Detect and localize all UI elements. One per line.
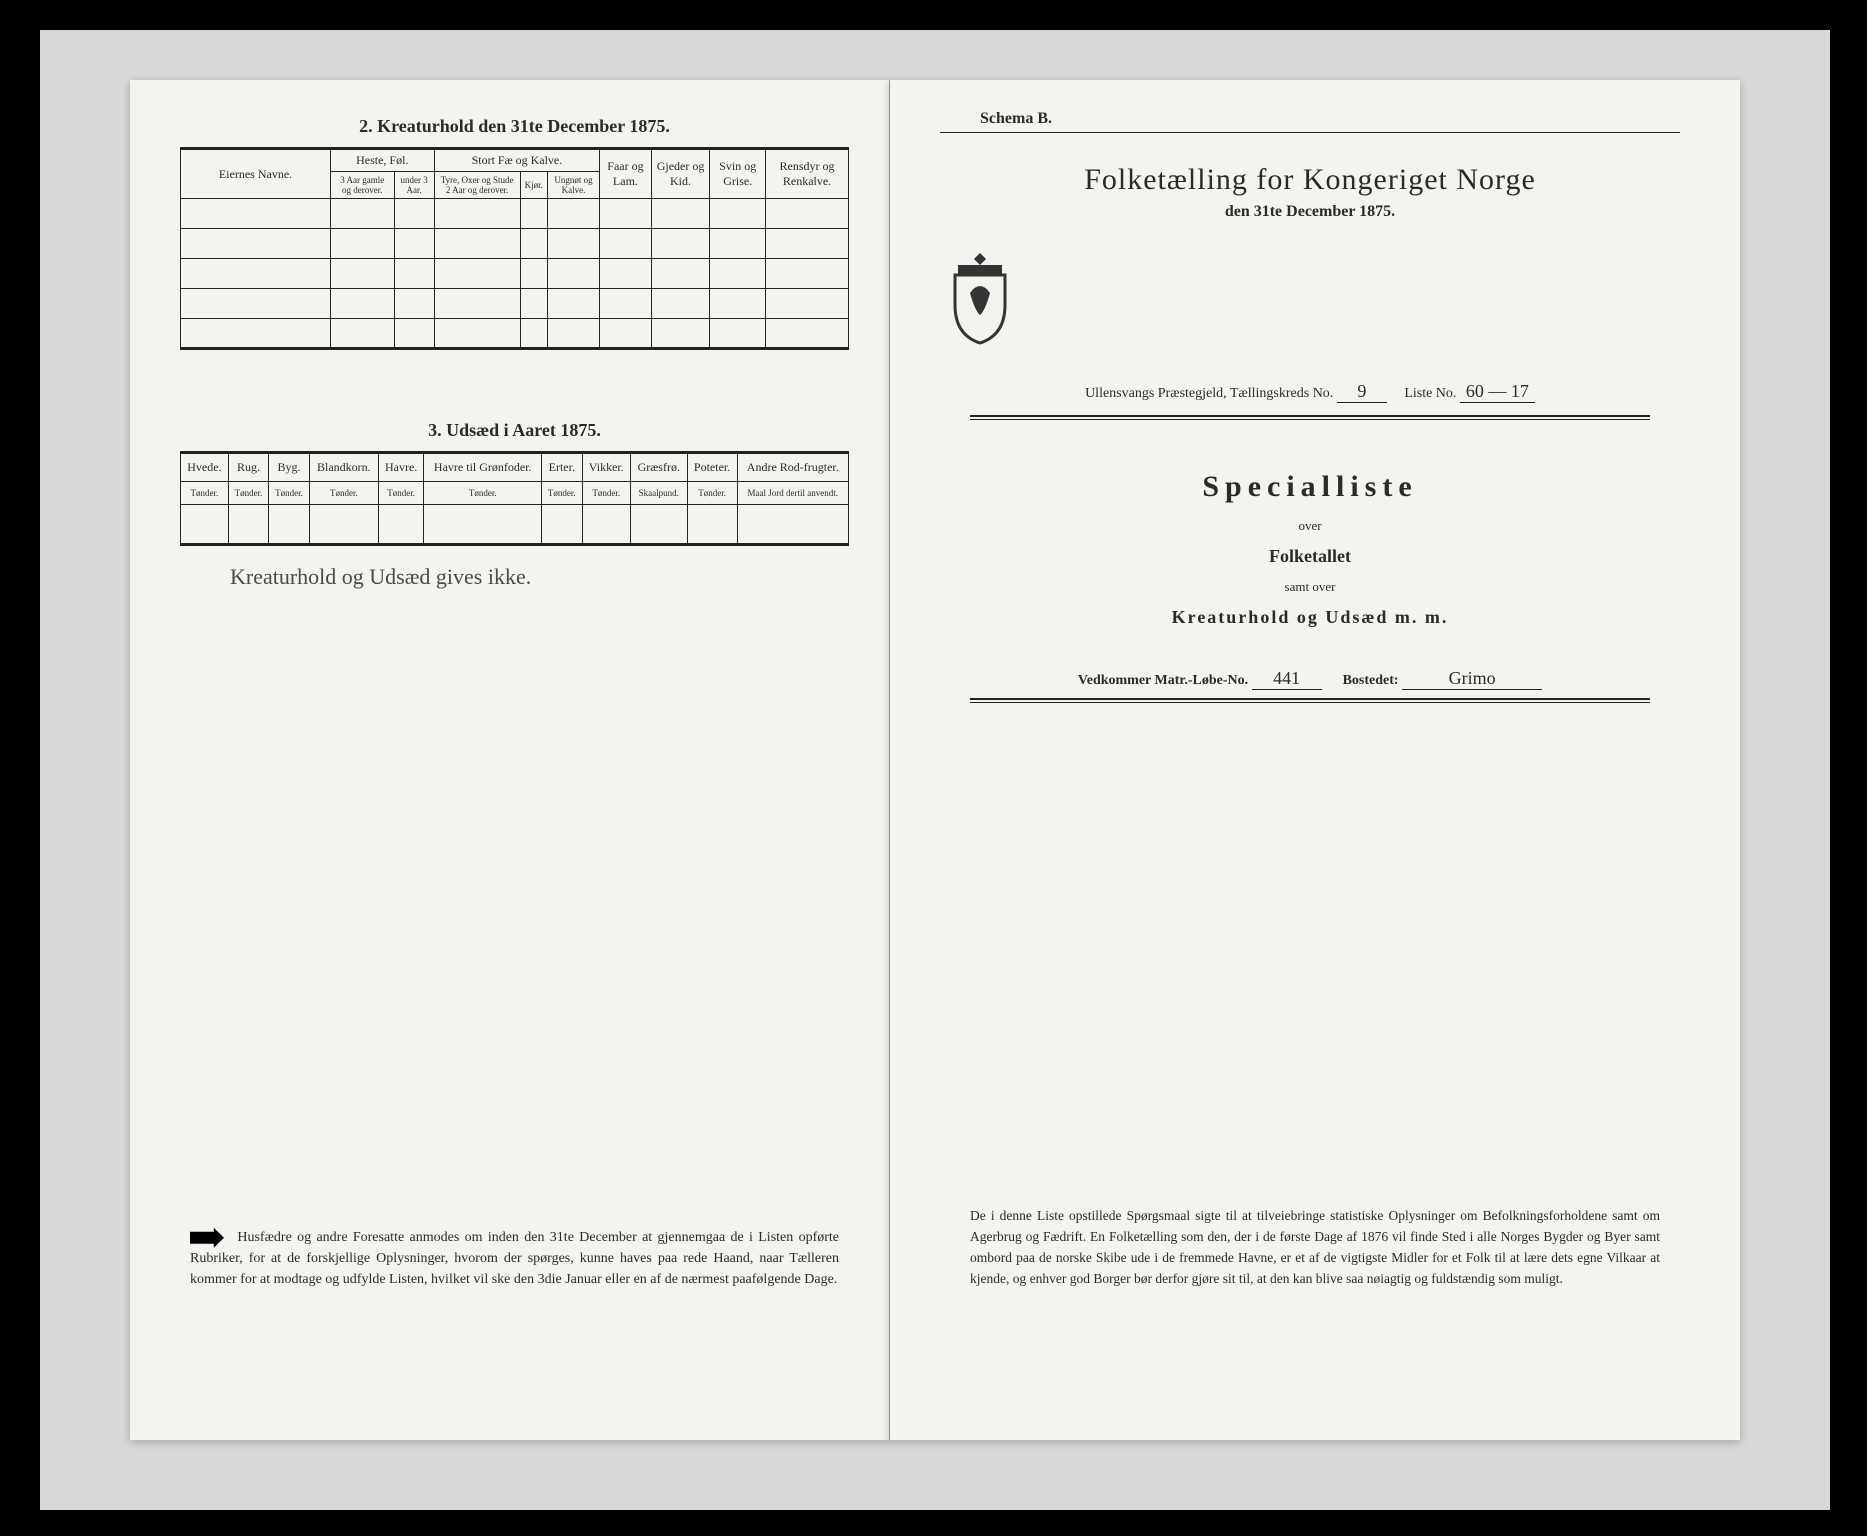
table-row <box>181 229 849 259</box>
table-row <box>181 199 849 229</box>
col-rug: Rug. <box>228 453 269 482</box>
liste-no: 60 — 17 <box>1460 381 1535 403</box>
col-havre: Havre. <box>378 453 424 482</box>
table-row <box>181 259 849 289</box>
over-label-1: over <box>940 518 1680 534</box>
col-eiernes-navne: Eiernes Navne. <box>181 149 331 199</box>
vedkommer-line: Vedkommer Matr.-Løbe-No. 441 Bostedet: G… <box>980 668 1640 694</box>
unit-blandkorn: Tønder. <box>309 482 378 505</box>
kreds-no: 9 <box>1337 381 1387 403</box>
district-prefix: Ullensvangs <box>1085 386 1154 401</box>
unit-poteter: Tønder. <box>687 482 737 505</box>
unit-havre: Tønder. <box>378 482 424 505</box>
pointing-hand-icon <box>190 1228 224 1248</box>
divider <box>970 702 1650 703</box>
table-row <box>181 505 849 545</box>
col-group-stort: Stort Fæ og Kalve. <box>434 149 600 172</box>
section2-title: 2. Kreaturhold den 31te December 1875. <box>180 116 849 137</box>
page-spread: 2. Kreaturhold den 31te December 1875. E… <box>130 80 1740 1460</box>
label-liste: Liste No. <box>1404 386 1456 401</box>
coat-of-arms-icon <box>940 251 1020 346</box>
col-vikker: Vikker. <box>582 453 630 482</box>
col-stort-a: Tyre, Oxer og Stude 2 Aar og derover. <box>434 172 520 199</box>
col-group-heste: Heste, Føl. <box>331 149 435 172</box>
schema-label: Schema B. <box>940 110 1680 133</box>
left-footer-text: Husfædre og andre Foresatte anmodes om i… <box>190 1230 839 1287</box>
table-row <box>181 319 849 349</box>
col-gjeder: Gjeder og Kid. <box>651 149 710 199</box>
unit-hvede: Tønder. <box>181 482 229 505</box>
census-date: den 31te December 1875. <box>940 203 1680 221</box>
unit-andre: Maal Jord dertil anvendt. <box>737 482 848 505</box>
samt-over-label: samt over <box>940 579 1680 595</box>
specialliste-heading: Specialliste <box>940 470 1680 504</box>
unit-gresfro: Skaalpund. <box>631 482 688 505</box>
unit-rug: Tønder. <box>228 482 269 505</box>
col-heste-b: under 3 Aar. <box>394 172 434 199</box>
col-stort-b: Kjør. <box>520 172 547 199</box>
left-page: 2. Kreaturhold den 31te December 1875. E… <box>130 80 890 1440</box>
matr-no: 441 <box>1252 668 1322 690</box>
right-page: Schema B. Folketælling for Kongeriget No… <box>890 80 1740 1440</box>
divider <box>970 419 1650 420</box>
census-title: Folketælling for Kongeriget Norge <box>940 163 1680 197</box>
col-blandkorn: Blandkorn. <box>309 453 378 482</box>
unit-erter: Tønder. <box>542 482 583 505</box>
col-hvede: Hvede. <box>181 453 229 482</box>
district-line: Ullensvangs Præstegjeld, Tællingskreds N… <box>970 381 1650 409</box>
col-erter: Erter. <box>542 453 583 482</box>
divider <box>970 698 1650 700</box>
col-heste-a: 3 Aar gamle og derover. <box>331 172 395 199</box>
col-rensdyr: Rensdyr og Renkalve. <box>766 149 849 199</box>
label-bosted: Bostedet: <box>1343 673 1399 688</box>
label-prgj: Præstegjeld, Tællingskreds No. <box>1158 386 1334 401</box>
col-svin: Svin og Grise. <box>710 149 766 199</box>
table-row <box>181 289 849 319</box>
col-havre-til: Havre til Grønfoder. <box>424 453 542 482</box>
left-footer: Husfædre og andre Foresatte anmodes om i… <box>190 1227 839 1290</box>
section3: 3. Udsæd i Aaret 1875. Hvede. Rug. Byg. … <box>180 420 849 590</box>
col-byg: Byg. <box>269 453 310 482</box>
col-faar: Faar og Lam. <box>600 149 651 199</box>
folketallet-heading: Folketallet <box>940 546 1680 567</box>
unit-vikker: Tønder. <box>582 482 630 505</box>
col-stort-c: Ungnøt og Kalve. <box>547 172 599 199</box>
section2-table: Eiernes Navne. Heste, Føl. Stort Fæ og K… <box>180 147 849 350</box>
unit-byg: Tønder. <box>269 482 310 505</box>
kreaturhold-heading: Kreaturhold og Udsæd m. m. <box>940 607 1680 628</box>
bosted: Grimo <box>1402 668 1542 690</box>
scan-background: 2. Kreaturhold den 31te December 1875. E… <box>40 30 1830 1510</box>
col-gresfro: Græsfrø. <box>631 453 688 482</box>
section3-table: Hvede. Rug. Byg. Blandkorn. Havre. Havre… <box>180 451 849 546</box>
label-matr: Vedkommer Matr.-Løbe-No. <box>1078 673 1248 688</box>
col-andre: Andre Rod-frugter. <box>737 453 848 482</box>
section3-title: 3. Udsæd i Aaret 1875. <box>180 420 849 441</box>
handwritten-note: Kreaturhold og Udsæd gives ikke. <box>180 564 849 590</box>
unit-havre-til: Tønder. <box>424 482 542 505</box>
col-poteter: Poteter. <box>687 453 737 482</box>
right-footer-text: De i denne Liste opstillede Spørgsmaal s… <box>970 1206 1660 1290</box>
divider <box>970 415 1650 417</box>
